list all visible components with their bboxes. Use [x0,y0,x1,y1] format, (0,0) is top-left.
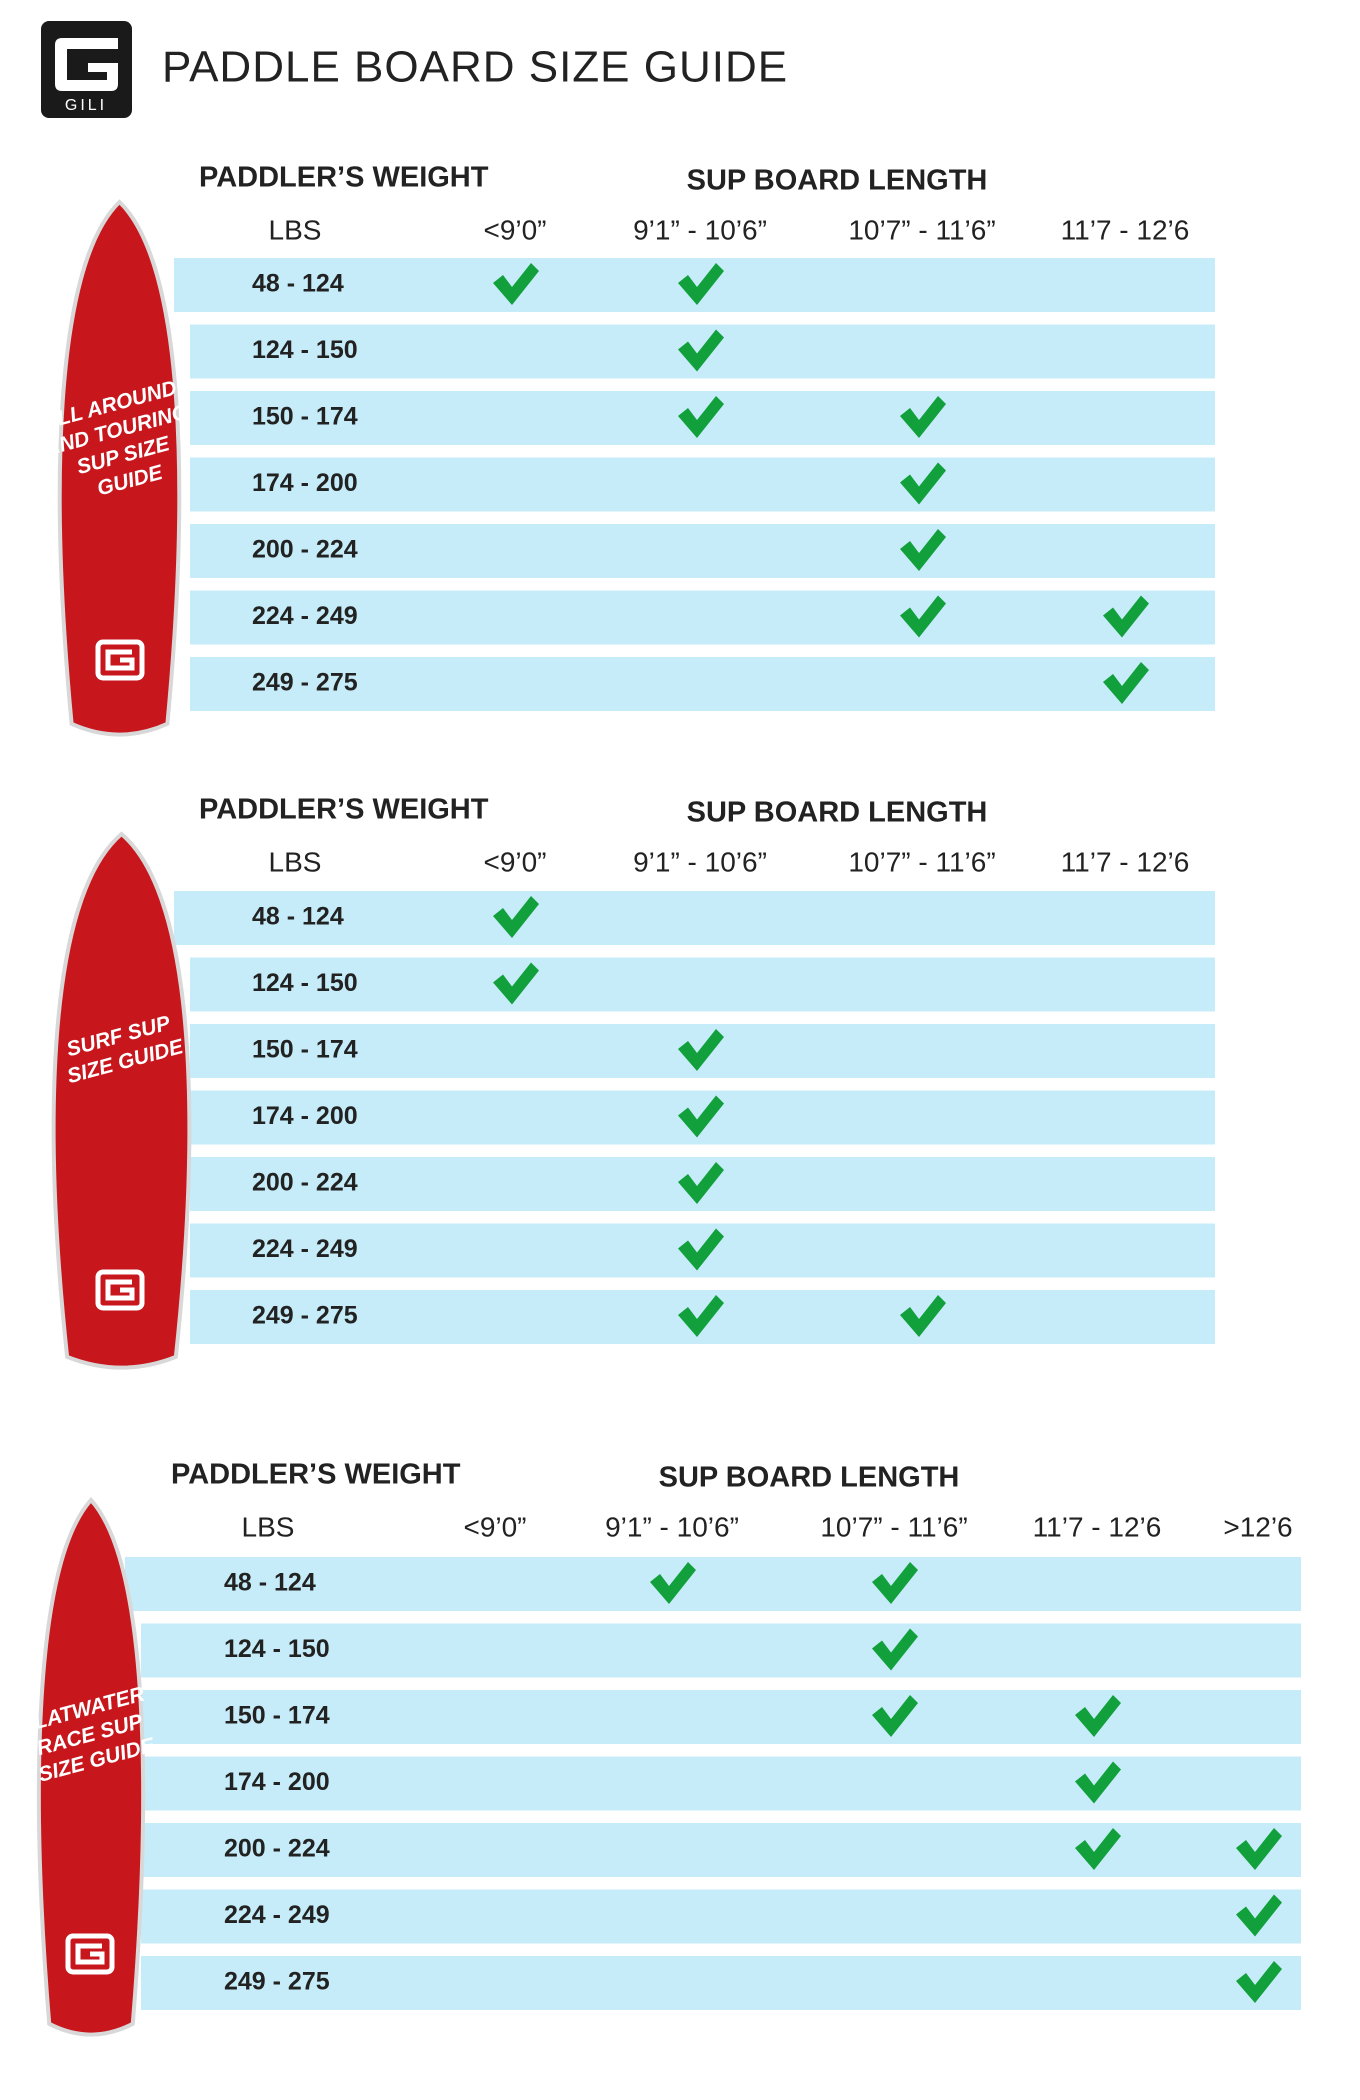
weight-label: 174 - 200 [252,469,358,497]
page-title: PADDLE BOARD SIZE GUIDE [162,43,788,92]
unit-label: LBS [242,1511,295,1542]
check-mark [900,595,946,638]
column-header: 9’1” - 10’6” [633,846,767,877]
check-mark [1103,595,1149,638]
weight-label: 174 - 200 [224,1768,330,1796]
weight-label: 249 - 275 [252,669,358,697]
surfboard [57,199,182,737]
row-bar [125,1557,1301,1611]
weight-label: 48 - 124 [252,270,344,298]
column-header: 11’7 - 12’6 [1061,214,1190,245]
check-mark [1075,1761,1121,1804]
column-header: <9’0” [483,214,546,245]
column-header: 10’7” - 11’6” [820,1511,967,1542]
weight-label: 249 - 275 [252,1302,358,1330]
check-mark [1103,662,1149,704]
column-header: 10’7” - 11’6” [848,214,995,245]
weight-header: PADDLER’S WEIGHT [199,794,489,826]
weight-label: 124 - 150 [252,969,358,997]
column-header: 10’7” - 11’6” [848,846,995,877]
row-bar [190,457,1215,512]
board-logo [65,1933,115,1975]
check-mark [1236,1828,1282,1870]
column-header: >12’6 [1223,1511,1292,1542]
weight-label: 124 - 150 [224,1635,330,1663]
weight-label: 48 - 124 [224,1569,316,1597]
check-mark [678,263,724,305]
length-header: SUP BOARD LENGTH [659,1462,960,1494]
row-bar [190,524,1215,578]
check-mark [900,462,946,505]
row-bar [190,957,1215,1012]
check-mark [872,1562,918,1604]
weight-label: 174 - 200 [252,1102,358,1130]
row-bar [190,590,1215,645]
column-header: <9’0” [483,846,546,877]
logo: GILI [41,21,132,118]
weight-label: 48 - 124 [252,903,344,931]
check-mark [678,1095,724,1138]
row-bar [141,1889,1301,1944]
column-header: 11’7 - 12’6 [1033,1511,1162,1542]
weight-label: 200 - 224 [224,1835,330,1863]
check-mark [1075,1828,1121,1870]
check-mark [678,1162,724,1204]
column-header: 11’7 - 12’6 [1061,846,1190,877]
logo-g [55,38,118,91]
unit-label: LBS [269,846,322,877]
row-bar [141,1956,1301,2010]
board-logo [95,639,145,681]
check-mark [678,396,724,438]
column-header: 9’1” - 10’6” [605,1511,739,1542]
check-mark [678,1295,724,1337]
weight-header: PADDLER’S WEIGHT [171,1459,461,1491]
weight-header: PADDLER’S WEIGHT [199,162,489,194]
check-mark [493,962,539,1005]
surfboard [36,1496,146,2037]
weight-label: 224 - 249 [252,1235,358,1263]
weight-label: 150 - 174 [252,1036,358,1064]
check-mark [493,896,539,938]
check-mark [1236,1961,1282,2003]
check-mark [493,263,539,305]
check-mark [872,1628,918,1671]
surfboard [51,831,192,1370]
row-bar [190,657,1215,711]
weight-label: 150 - 174 [252,403,358,431]
check-mark [678,1029,724,1071]
row-bar [174,891,1215,945]
weight-label: 249 - 275 [224,1968,330,1996]
weight-label: 150 - 174 [224,1702,330,1730]
column-header: 9’1” - 10’6” [633,214,767,245]
check-mark [900,396,946,438]
weight-label: 200 - 224 [252,1169,358,1197]
weight-label: 200 - 224 [252,536,358,564]
check-mark [1236,1894,1282,1937]
length-header: SUP BOARD LENGTH [687,797,988,829]
check-mark [872,1695,918,1737]
length-header: SUP BOARD LENGTH [687,165,988,197]
unit-label: LBS [269,214,322,245]
board-logo-g [105,1279,135,1301]
check-mark [650,1562,696,1604]
board-logo-g [75,1943,105,1965]
board-logo [95,1269,145,1311]
column-header: <9’0” [463,1511,526,1542]
logo-text: GILI [65,97,107,114]
board-logo-g [105,649,135,671]
check-mark [900,529,946,571]
row-bar [141,1623,1301,1678]
weight-label: 224 - 249 [252,602,358,630]
check-mark [900,1295,946,1337]
check-mark [1075,1695,1121,1737]
check-mark [678,329,724,372]
weight-label: 224 - 249 [224,1901,330,1929]
check-mark [678,1228,724,1271]
weight-label: 124 - 150 [252,336,358,364]
